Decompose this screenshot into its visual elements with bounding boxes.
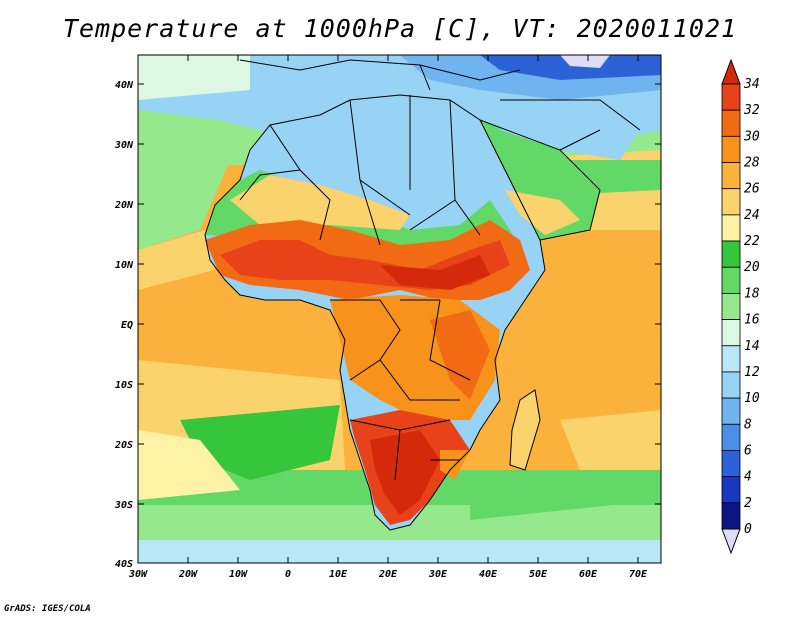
lon-label: 70E bbox=[629, 569, 648, 580]
colorbar-label: 30 bbox=[743, 129, 760, 144]
colorbar-label: 24 bbox=[744, 208, 760, 223]
colorbar-label: 6 bbox=[744, 443, 752, 458]
country-borders bbox=[204, 59, 641, 531]
colorbar-label: 2 bbox=[744, 496, 752, 511]
colorbar-segment bbox=[721, 214, 741, 242]
colorbar-segment bbox=[721, 83, 741, 111]
colorbar-label: 22 bbox=[744, 234, 760, 249]
colorbar-segment bbox=[721, 135, 741, 163]
lon-label: 20E bbox=[378, 569, 398, 580]
colorbar-label: 12 bbox=[744, 365, 760, 380]
lat-label: 10S bbox=[115, 380, 133, 391]
lon-label: 10W bbox=[229, 569, 248, 580]
colorbar-label: 32 bbox=[743, 103, 760, 118]
colorbar-label: 18 bbox=[744, 286, 760, 301]
lat-label: 30N bbox=[114, 140, 134, 151]
colorbar-label: 8 bbox=[744, 417, 752, 432]
colorbar-label: 28 bbox=[744, 156, 760, 171]
lat-label: 10N bbox=[115, 260, 134, 271]
lat-label: EQ bbox=[121, 320, 133, 331]
map-title: Temperature at 1000hPa [C], VT: 20200110… bbox=[62, 14, 738, 43]
lon-label: 30E bbox=[428, 569, 448, 580]
colorbar-segment bbox=[721, 188, 741, 216]
map-field bbox=[138, 55, 661, 563]
lat-label: 20N bbox=[114, 200, 134, 211]
colorbar-label: 4 bbox=[744, 470, 752, 485]
lon-label: 60E bbox=[579, 569, 598, 580]
colorbar-segment bbox=[721, 502, 741, 530]
colorbar-segment bbox=[721, 423, 741, 451]
colorbar-segment bbox=[721, 371, 741, 399]
lon-label: 10E bbox=[329, 569, 348, 580]
lon-label: 20W bbox=[178, 569, 198, 580]
lat-label: 30S bbox=[114, 500, 133, 511]
lon-label: 0 bbox=[285, 569, 291, 580]
colorbar-label: 26 bbox=[744, 182, 760, 197]
colorbar-label: 34 bbox=[743, 77, 760, 92]
colorbar-label: 10 bbox=[744, 391, 760, 406]
lon-label: 40E bbox=[479, 569, 498, 580]
colorbar-segment bbox=[721, 450, 741, 478]
lat-label: 40S bbox=[115, 559, 133, 570]
colorbar-label: 20 bbox=[744, 260, 760, 275]
colorbar-segment bbox=[721, 162, 741, 190]
lon-axis: 30W 20W 10W 0 10E 20E 30E 40E 50E 60E 70… bbox=[128, 55, 648, 580]
colorbar-segment bbox=[721, 476, 741, 504]
colorbar-segment bbox=[721, 109, 741, 137]
colorbar-segment bbox=[721, 240, 741, 268]
colorbar-segment bbox=[721, 266, 741, 294]
lat-axis: 40N 30N 20N 10N EQ 10S 20S 30S 40S bbox=[114, 80, 661, 570]
lat-label: 40N bbox=[115, 80, 134, 91]
lat-label: 20S bbox=[114, 440, 133, 451]
colorbar-bottom-arrow bbox=[721, 528, 741, 555]
colorbar-label: 14 bbox=[744, 339, 760, 354]
colorbar-top-arrow bbox=[721, 58, 741, 85]
colorbar-segment bbox=[721, 345, 741, 373]
colorbar-segment bbox=[721, 397, 741, 425]
plot-frame bbox=[137, 54, 662, 564]
colorbar-label: 0 bbox=[744, 522, 752, 537]
colorbar-label: 16 bbox=[744, 313, 760, 328]
lon-label: 50E bbox=[529, 569, 548, 580]
colorbar-segment bbox=[721, 293, 741, 320]
lon-label: 30W bbox=[128, 569, 148, 580]
colorbar-segment bbox=[721, 319, 741, 347]
grads-credit: GrADS: IGES/COLA bbox=[4, 604, 91, 614]
